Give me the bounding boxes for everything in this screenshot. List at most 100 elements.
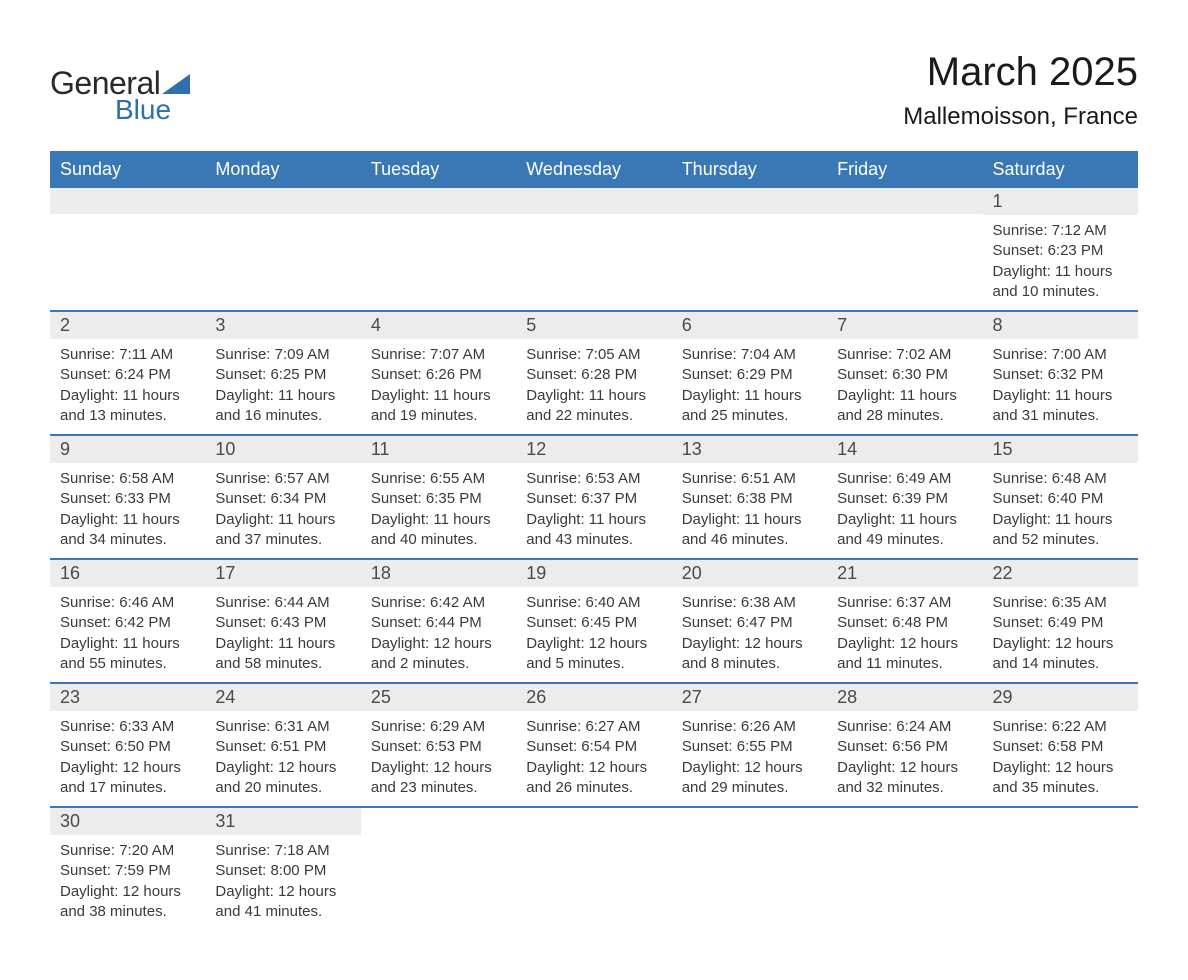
daylight-text-1: Daylight: 12 hours [993, 758, 1128, 778]
day-details: Sunrise: 6:48 AMSunset: 6:40 PMDaylight:… [983, 463, 1138, 558]
day-number: 18 [361, 560, 516, 587]
col-wednesday: Wednesday [516, 151, 671, 188]
day-number: 1 [983, 188, 1138, 215]
sunset-text: Sunset: 6:24 PM [60, 365, 195, 385]
daylight-text-2: and 49 minutes. [837, 530, 972, 550]
day-number: 5 [516, 312, 671, 339]
day-cell: 23Sunrise: 6:33 AMSunset: 6:50 PMDayligh… [50, 684, 205, 806]
week-row: 2Sunrise: 7:11 AMSunset: 6:24 PMDaylight… [50, 310, 1138, 434]
sunset-text: Sunset: 6:53 PM [371, 737, 506, 757]
day-cell: 19Sunrise: 6:40 AMSunset: 6:45 PMDayligh… [516, 560, 671, 682]
col-monday: Monday [205, 151, 360, 188]
day-details: Sunrise: 6:46 AMSunset: 6:42 PMDaylight:… [50, 587, 205, 682]
day-details-empty [205, 214, 360, 294]
daylight-text-2: and 11 minutes. [837, 654, 972, 674]
day-cell: 31Sunrise: 7:18 AMSunset: 8:00 PMDayligh… [205, 808, 360, 930]
day-details-empty [516, 214, 671, 294]
weekday-header: Sunday Monday Tuesday Wednesday Thursday… [50, 151, 1138, 188]
day-number [516, 808, 671, 834]
sunrise-text: Sunrise: 6:26 AM [682, 717, 817, 737]
daylight-text-2: and 16 minutes. [215, 406, 350, 426]
daylight-text-1: Daylight: 11 hours [993, 510, 1128, 530]
daylight-text-1: Daylight: 12 hours [60, 882, 195, 902]
sunrise-text: Sunrise: 6:57 AM [215, 469, 350, 489]
day-details: Sunrise: 6:33 AMSunset: 6:50 PMDaylight:… [50, 711, 205, 806]
day-number: 6 [672, 312, 827, 339]
day-cell: 1Sunrise: 7:12 AMSunset: 6:23 PMDaylight… [983, 188, 1138, 310]
day-cell: 25Sunrise: 6:29 AMSunset: 6:53 PMDayligh… [361, 684, 516, 806]
day-number: 17 [205, 560, 360, 587]
day-number: 3 [205, 312, 360, 339]
sunrise-text: Sunrise: 6:29 AM [371, 717, 506, 737]
day-cell: 2Sunrise: 7:11 AMSunset: 6:24 PMDaylight… [50, 312, 205, 434]
daylight-text-1: Daylight: 11 hours [371, 386, 506, 406]
day-number: 26 [516, 684, 671, 711]
sunrise-text: Sunrise: 6:40 AM [526, 593, 661, 613]
sunrise-text: Sunrise: 6:37 AM [837, 593, 972, 613]
day-details: Sunrise: 6:24 AMSunset: 6:56 PMDaylight:… [827, 711, 982, 806]
day-cell: 22Sunrise: 6:35 AMSunset: 6:49 PMDayligh… [983, 560, 1138, 682]
day-number: 23 [50, 684, 205, 711]
daylight-text-1: Daylight: 12 hours [837, 758, 972, 778]
day-number: 28 [827, 684, 982, 711]
day-details: Sunrise: 6:42 AMSunset: 6:44 PMDaylight:… [361, 587, 516, 682]
day-details: Sunrise: 6:37 AMSunset: 6:48 PMDaylight:… [827, 587, 982, 682]
day-number [672, 188, 827, 214]
sunrise-text: Sunrise: 6:48 AM [993, 469, 1128, 489]
day-number: 20 [672, 560, 827, 587]
sunset-text: Sunset: 8:00 PM [215, 861, 350, 881]
week-row: 1Sunrise: 7:12 AMSunset: 6:23 PMDaylight… [50, 188, 1138, 310]
daylight-text-2: and 22 minutes. [526, 406, 661, 426]
day-cell: 11Sunrise: 6:55 AMSunset: 6:35 PMDayligh… [361, 436, 516, 558]
day-number: 19 [516, 560, 671, 587]
day-details: Sunrise: 6:31 AMSunset: 6:51 PMDaylight:… [205, 711, 360, 806]
day-cell: 29Sunrise: 6:22 AMSunset: 6:58 PMDayligh… [983, 684, 1138, 806]
day-cell [672, 188, 827, 310]
daylight-text-2: and 10 minutes. [993, 282, 1128, 302]
sunset-text: Sunset: 6:38 PM [682, 489, 817, 509]
sunset-text: Sunset: 7:59 PM [60, 861, 195, 881]
daylight-text-2: and 35 minutes. [993, 778, 1128, 798]
sunset-text: Sunset: 6:35 PM [371, 489, 506, 509]
day-cell: 24Sunrise: 6:31 AMSunset: 6:51 PMDayligh… [205, 684, 360, 806]
daylight-text-1: Daylight: 12 hours [60, 758, 195, 778]
daylight-text-2: and 8 minutes. [682, 654, 817, 674]
daylight-text-2: and 32 minutes. [837, 778, 972, 798]
daylight-text-2: and 20 minutes. [215, 778, 350, 798]
sunset-text: Sunset: 6:33 PM [60, 489, 195, 509]
day-cell: 18Sunrise: 6:42 AMSunset: 6:44 PMDayligh… [361, 560, 516, 682]
day-details: Sunrise: 7:00 AMSunset: 6:32 PMDaylight:… [983, 339, 1138, 434]
day-cell: 13Sunrise: 6:51 AMSunset: 6:38 PMDayligh… [672, 436, 827, 558]
sunset-text: Sunset: 6:34 PM [215, 489, 350, 509]
daylight-text-2: and 5 minutes. [526, 654, 661, 674]
daylight-text-1: Daylight: 11 hours [993, 262, 1128, 282]
col-saturday: Saturday [983, 151, 1138, 188]
daylight-text-1: Daylight: 11 hours [682, 510, 817, 530]
day-cell [205, 188, 360, 310]
day-number: 2 [50, 312, 205, 339]
daylight-text-1: Daylight: 12 hours [371, 758, 506, 778]
day-details: Sunrise: 6:55 AMSunset: 6:35 PMDaylight:… [361, 463, 516, 558]
sunrise-text: Sunrise: 7:02 AM [837, 345, 972, 365]
daylight-text-1: Daylight: 11 hours [60, 510, 195, 530]
daylight-text-2: and 28 minutes. [837, 406, 972, 426]
col-friday: Friday [827, 151, 982, 188]
day-number: 4 [361, 312, 516, 339]
daylight-text-2: and 2 minutes. [371, 654, 506, 674]
col-thursday: Thursday [672, 151, 827, 188]
sunrise-text: Sunrise: 6:31 AM [215, 717, 350, 737]
day-cell: 3Sunrise: 7:09 AMSunset: 6:25 PMDaylight… [205, 312, 360, 434]
sunrise-text: Sunrise: 6:51 AM [682, 469, 817, 489]
day-details: Sunrise: 6:22 AMSunset: 6:58 PMDaylight:… [983, 711, 1138, 806]
week-row: 30Sunrise: 7:20 AMSunset: 7:59 PMDayligh… [50, 806, 1138, 930]
sunrise-text: Sunrise: 7:04 AM [682, 345, 817, 365]
day-cell [983, 808, 1138, 930]
day-cell [827, 808, 982, 930]
daylight-text-1: Daylight: 11 hours [837, 386, 972, 406]
daylight-text-1: Daylight: 11 hours [215, 510, 350, 530]
day-cell: 30Sunrise: 7:20 AMSunset: 7:59 PMDayligh… [50, 808, 205, 930]
day-number [983, 808, 1138, 834]
day-details-empty [50, 214, 205, 294]
day-number: 9 [50, 436, 205, 463]
day-number [361, 808, 516, 834]
